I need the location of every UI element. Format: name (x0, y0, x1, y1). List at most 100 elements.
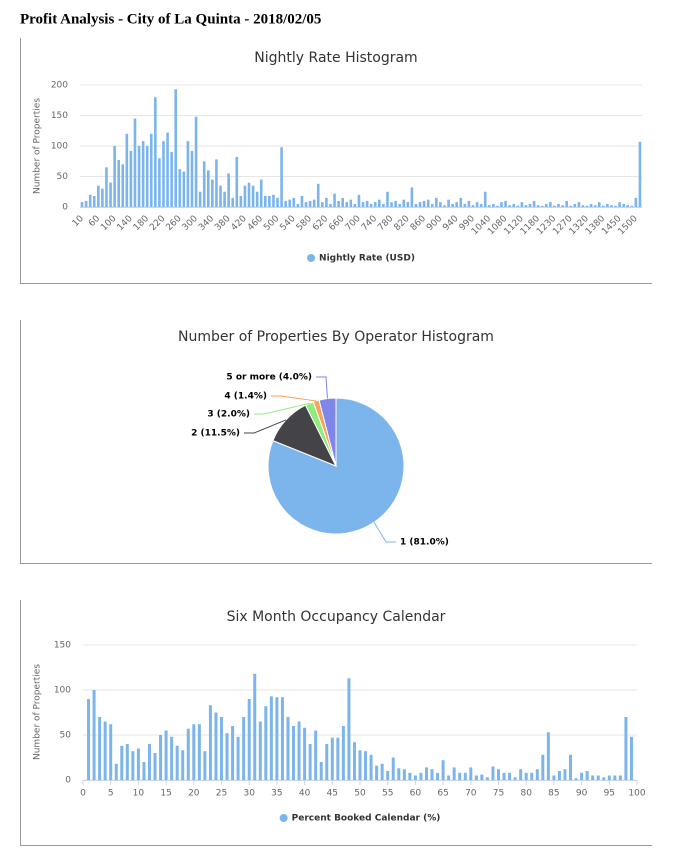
bar (557, 203, 560, 207)
bar (192, 724, 196, 780)
y-axis-title: Number of Properties (33, 98, 43, 194)
x-tick-label: 0 (80, 789, 86, 799)
bar (275, 697, 279, 780)
y-tick-label: 0 (65, 776, 71, 786)
y-tick-label: 100 (51, 142, 68, 152)
bar (394, 200, 397, 207)
bar (235, 156, 239, 207)
bar (225, 733, 229, 780)
bar (174, 89, 178, 207)
bar (312, 199, 316, 207)
bar (251, 185, 255, 207)
bar (159, 735, 163, 780)
bar (369, 754, 373, 780)
bar (638, 141, 642, 207)
bar (296, 203, 300, 207)
bar (194, 116, 198, 207)
legend-marker (279, 814, 288, 822)
bar (268, 196, 271, 207)
bar (626, 205, 630, 207)
bar (272, 194, 275, 207)
bar (532, 200, 536, 207)
bar (536, 205, 540, 207)
bar (353, 203, 357, 207)
x-tick-label: 50 (354, 789, 366, 799)
bar (286, 717, 290, 780)
bar (447, 775, 451, 780)
bar (208, 705, 212, 780)
bar (325, 197, 328, 207)
bar (443, 205, 446, 207)
bar (319, 762, 323, 780)
bar (280, 697, 284, 780)
bar (153, 753, 157, 780)
bar (98, 717, 102, 780)
x-tick-label: 340 (197, 214, 216, 233)
x-tick-label: 55 (382, 789, 393, 799)
bar (258, 721, 262, 780)
bar (263, 196, 267, 207)
bar (530, 772, 534, 780)
bar (149, 133, 153, 207)
bar (458, 772, 462, 780)
bar (410, 187, 414, 207)
bar (197, 724, 201, 780)
bar (569, 754, 573, 780)
bar (565, 200, 568, 207)
bar (182, 171, 186, 207)
bar (87, 699, 91, 780)
bar (610, 205, 613, 207)
bar (88, 194, 92, 207)
bar (186, 141, 190, 207)
bar (259, 179, 263, 207)
bar (297, 721, 301, 780)
bar (553, 205, 556, 207)
bar (573, 203, 577, 207)
bar (211, 179, 214, 207)
bar (347, 678, 351, 780)
bar (406, 202, 410, 207)
page-title: Profit Analysis - City of La Quinta - 20… (20, 11, 321, 27)
bar (508, 772, 512, 780)
bar (141, 141, 145, 207)
bar (502, 772, 506, 780)
bar (577, 202, 581, 207)
x-tick-label: 780 (376, 214, 395, 233)
bar (84, 200, 88, 207)
bar (382, 203, 385, 207)
bar (459, 197, 463, 207)
label-connector (244, 419, 287, 434)
x-tick-label: 260 (164, 214, 183, 233)
bar (491, 766, 495, 780)
x-tick-label: 90 (576, 789, 588, 799)
bar (358, 750, 362, 780)
bar (341, 197, 344, 207)
bar (147, 744, 151, 780)
bar (618, 202, 621, 207)
x-tick-label: 95 (604, 789, 615, 799)
bar (624, 717, 628, 780)
bar (133, 118, 137, 207)
bar (105, 167, 108, 207)
x-tick-label: 80 (520, 789, 532, 799)
bar (125, 133, 129, 207)
bar (597, 202, 601, 207)
x-tick-label: 180 (132, 214, 151, 233)
bar (223, 191, 226, 207)
bar (162, 141, 165, 207)
bar (561, 205, 564, 207)
bar (535, 769, 539, 780)
x-tick-label: 35 (271, 789, 282, 799)
y-tick-label: 0 (62, 203, 68, 213)
bar (469, 767, 473, 780)
bar (589, 203, 593, 207)
bar (524, 205, 528, 207)
bar (231, 197, 235, 207)
bar (284, 200, 287, 207)
bar (375, 765, 379, 780)
legend-label: Nightly Rate (USD) (319, 254, 415, 264)
x-tick-label: 220 (148, 214, 167, 233)
x-tick-label: 420 (230, 214, 249, 233)
chart-title: Number of Properties By Operator Histogr… (178, 329, 494, 345)
